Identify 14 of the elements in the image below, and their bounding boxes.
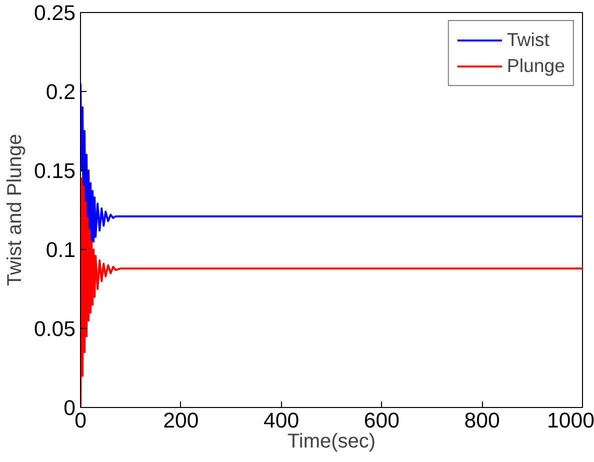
x-axis-title: Time(sec) xyxy=(287,430,376,452)
x-tick-label: 200 xyxy=(163,408,199,432)
x-tick-label: 400 xyxy=(264,408,300,432)
y-tick-label: 0.2 xyxy=(46,80,76,104)
x-tick-label: 1000 xyxy=(547,408,594,432)
x-tick-label: 600 xyxy=(364,408,400,432)
y-tick-label: 0.25 xyxy=(34,1,76,25)
legend-label: Twist xyxy=(506,29,550,51)
y-tick-label: 0.15 xyxy=(34,159,76,183)
legend-label: Plunge xyxy=(506,55,565,77)
y-tick-label: 0.1 xyxy=(46,238,76,262)
x-tick-label: 800 xyxy=(464,408,500,432)
y-tick-label: 0.05 xyxy=(34,317,76,341)
y-axis-title: Twist and Plunge xyxy=(4,134,26,286)
